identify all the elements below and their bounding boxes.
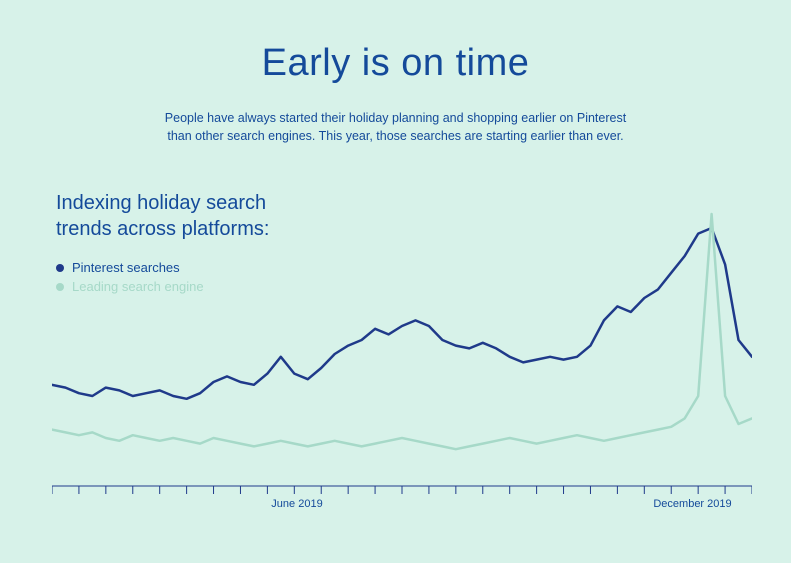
subtitle-line1: People have always started their holiday…	[165, 111, 626, 125]
title-text: Early is on time	[262, 42, 530, 84]
page-title: Early is on time	[0, 42, 791, 85]
line-chart	[52, 200, 752, 500]
subtitle-line2: than other search engines. This year, th…	[167, 129, 623, 143]
x-axis-label-december: December 2019	[653, 498, 731, 510]
page-subtitle: People have always started their holiday…	[0, 110, 791, 145]
series-leading	[52, 214, 752, 449]
series-pinterest	[52, 228, 752, 399]
x-axis-label-june: June 2019	[271, 498, 322, 510]
chart-container: Early is on time People have always star…	[0, 0, 791, 563]
